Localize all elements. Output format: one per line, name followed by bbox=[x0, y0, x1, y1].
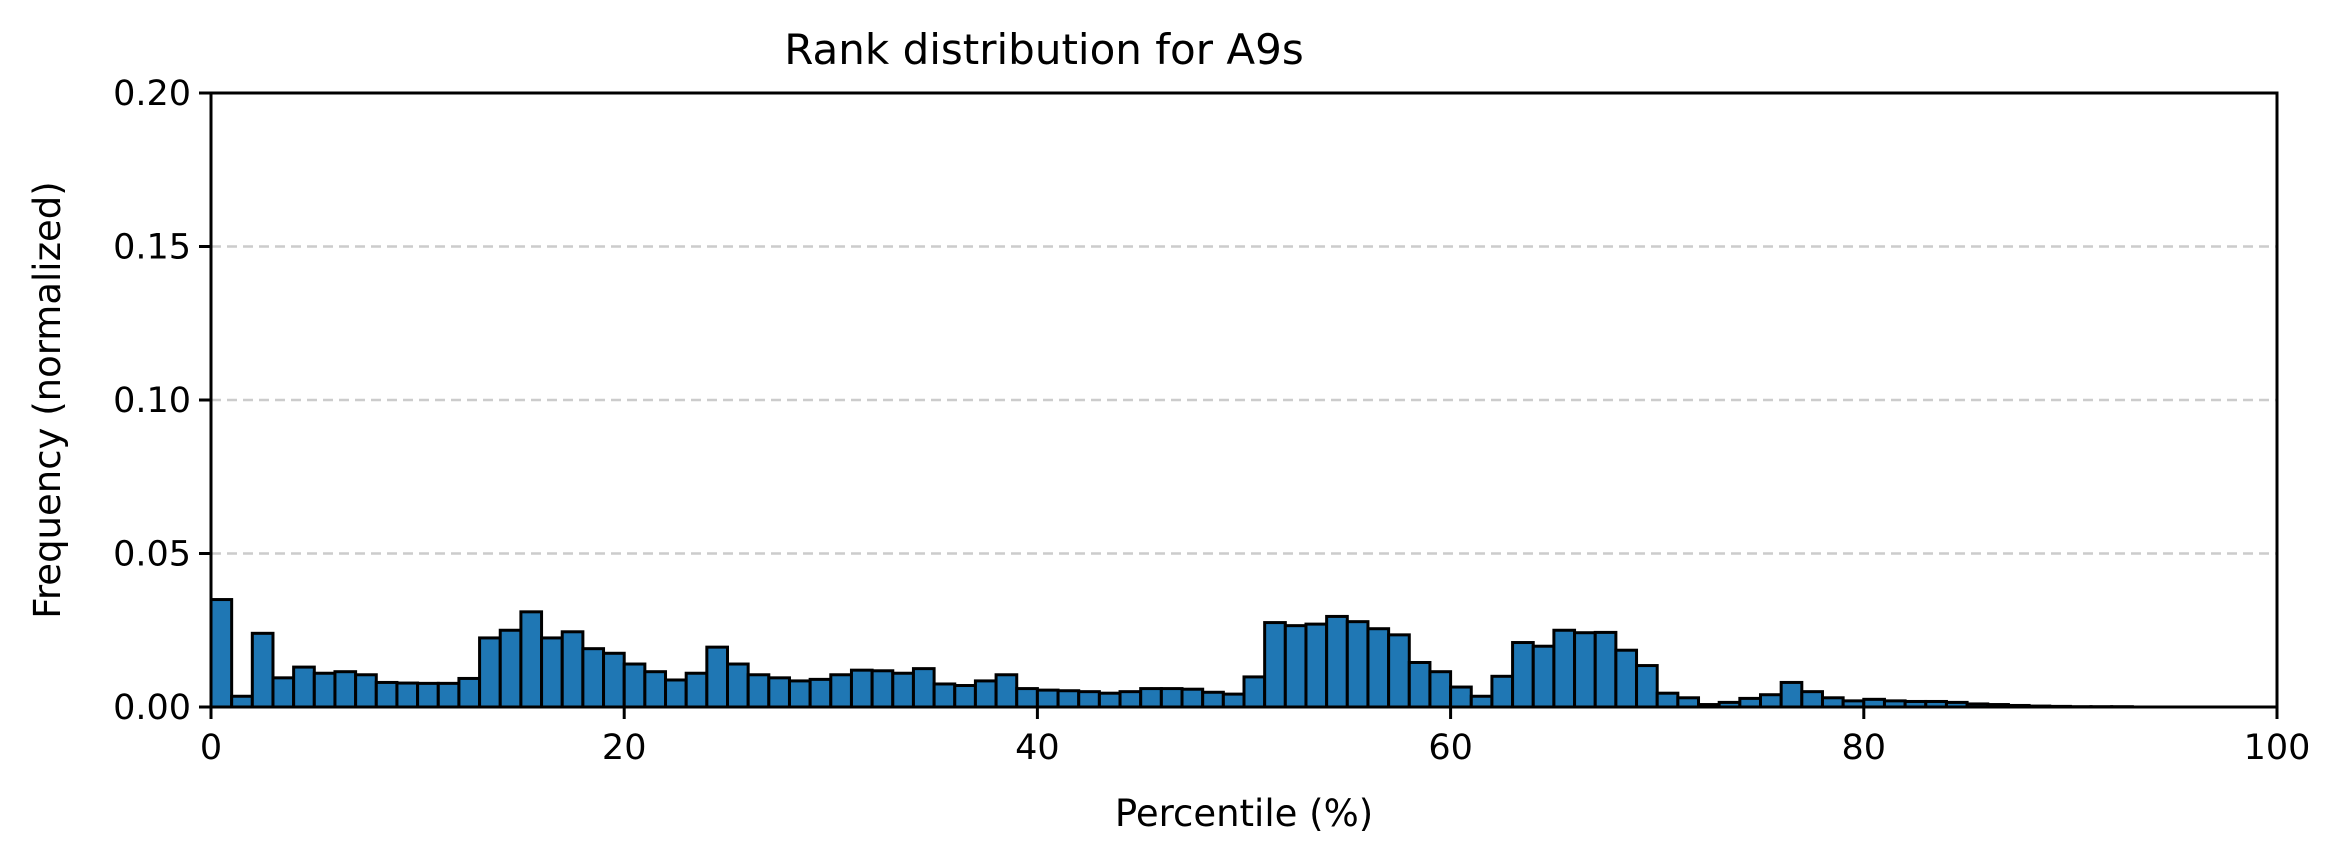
histogram-bar bbox=[1097, 691, 1122, 709]
histogram-bar bbox=[436, 681, 461, 709]
histogram-bar bbox=[498, 628, 523, 709]
histogram-bar bbox=[1159, 687, 1184, 709]
x-tick-label: 100 bbox=[2244, 728, 2311, 768]
histogram-bar bbox=[1511, 641, 1535, 709]
histogram-bar bbox=[1201, 690, 1225, 709]
histogram-bar bbox=[726, 662, 750, 709]
histogram-bar bbox=[849, 668, 874, 709]
histogram-bar bbox=[1469, 694, 1494, 709]
histogram-bar bbox=[1325, 614, 1349, 709]
histogram-bar bbox=[457, 676, 482, 709]
histogram-bar bbox=[1490, 674, 1515, 709]
histogram-bar bbox=[705, 645, 730, 709]
histogram-bar bbox=[1387, 633, 1411, 709]
histogram-bar bbox=[1345, 620, 1370, 709]
histogram-bar bbox=[1593, 630, 1618, 709]
histogram-bar bbox=[292, 665, 316, 709]
histogram-bar bbox=[994, 673, 1019, 709]
histogram-bar bbox=[1779, 680, 1804, 709]
x-tick-label: 20 bbox=[602, 728, 647, 768]
histogram-bar bbox=[891, 671, 915, 709]
chart-title: Rank distribution for A9s bbox=[784, 25, 1303, 74]
histogram-bar bbox=[560, 630, 585, 709]
histogram-bar bbox=[333, 670, 358, 709]
histogram-bar bbox=[746, 673, 771, 709]
y-tick-label: 0.00 bbox=[113, 688, 191, 728]
histogram-bar bbox=[354, 673, 378, 709]
histogram-bar bbox=[808, 677, 833, 709]
histogram-bar bbox=[1531, 644, 1556, 709]
histogram-bar bbox=[1118, 690, 1143, 709]
histogram-bar bbox=[911, 667, 936, 709]
x-axis-label: Percentile (%) bbox=[1115, 792, 1373, 835]
y-tick-label: 0.15 bbox=[113, 228, 191, 268]
histogram-bar bbox=[602, 651, 626, 709]
histogram-bar bbox=[1800, 690, 1824, 709]
histogram-bar bbox=[1304, 622, 1329, 709]
histogram-bar bbox=[581, 647, 606, 709]
x-tick-label: 0 bbox=[200, 728, 222, 768]
histogram-bar bbox=[519, 610, 544, 709]
bars bbox=[209, 598, 2134, 709]
histogram-bar bbox=[1139, 687, 1163, 709]
histogram-bar bbox=[767, 676, 791, 709]
histogram-bar bbox=[374, 680, 399, 709]
histogram-bar bbox=[1573, 631, 1597, 709]
y-axis-ticks: 0.00 0.05 0.10 0.15 0.20 bbox=[113, 74, 211, 728]
histogram-bar bbox=[1221, 692, 1246, 709]
histogram-bar bbox=[932, 682, 957, 709]
x-axis-ticks: 0 20 40 60 80 100 bbox=[200, 707, 2311, 768]
histogram-bar bbox=[643, 670, 668, 709]
histogram-bar bbox=[1180, 687, 1205, 709]
histogram-bar bbox=[1077, 690, 1101, 709]
histogram-bar bbox=[312, 671, 337, 709]
y-tick-label: 0.20 bbox=[113, 74, 191, 114]
x-tick-label: 80 bbox=[1842, 728, 1887, 768]
histogram-bar bbox=[540, 636, 564, 709]
histogram-bar bbox=[870, 669, 895, 709]
histogram-bar bbox=[1635, 664, 1659, 709]
histogram-bar bbox=[1366, 627, 1391, 709]
histogram-bar bbox=[209, 598, 234, 709]
histogram-bar bbox=[1035, 688, 1060, 709]
gridlines bbox=[211, 245, 2277, 555]
histogram-bar bbox=[395, 681, 420, 709]
histogram-bar bbox=[1056, 689, 1081, 709]
histogram-bar bbox=[973, 679, 998, 709]
x-tick-label: 40 bbox=[1015, 728, 1060, 768]
histogram-bar bbox=[622, 662, 647, 709]
histogram-bar bbox=[478, 636, 502, 709]
histogram-bar bbox=[829, 673, 853, 709]
histogram-bar bbox=[250, 631, 275, 709]
histogram-bar bbox=[1263, 621, 1287, 709]
histogram-bar bbox=[1428, 670, 1453, 709]
histogram-bar bbox=[230, 694, 254, 709]
histogram-bar bbox=[1283, 624, 1308, 709]
histogram-bar bbox=[1015, 687, 1039, 709]
y-tick-label: 0.10 bbox=[113, 381, 191, 421]
histogram-bar bbox=[664, 678, 688, 709]
y-tick-label: 0.05 bbox=[113, 535, 191, 575]
histogram-bar bbox=[271, 676, 296, 709]
histogram-bar bbox=[1759, 693, 1783, 709]
histogram-bar bbox=[953, 684, 977, 709]
y-axis-label: Frequency (normalized) bbox=[26, 181, 69, 618]
histogram-bar bbox=[1242, 675, 1267, 709]
histogram-bar bbox=[416, 681, 440, 709]
histogram-bar bbox=[684, 671, 709, 709]
histogram-bar bbox=[787, 679, 812, 709]
histogram-bar bbox=[1449, 685, 1473, 709]
histogram-bar bbox=[1655, 691, 1680, 709]
histogram-bar bbox=[1552, 628, 1577, 709]
x-tick-label: 60 bbox=[1428, 728, 1473, 768]
histogram-bar bbox=[1614, 648, 1639, 709]
histogram-bar bbox=[1407, 660, 1432, 709]
